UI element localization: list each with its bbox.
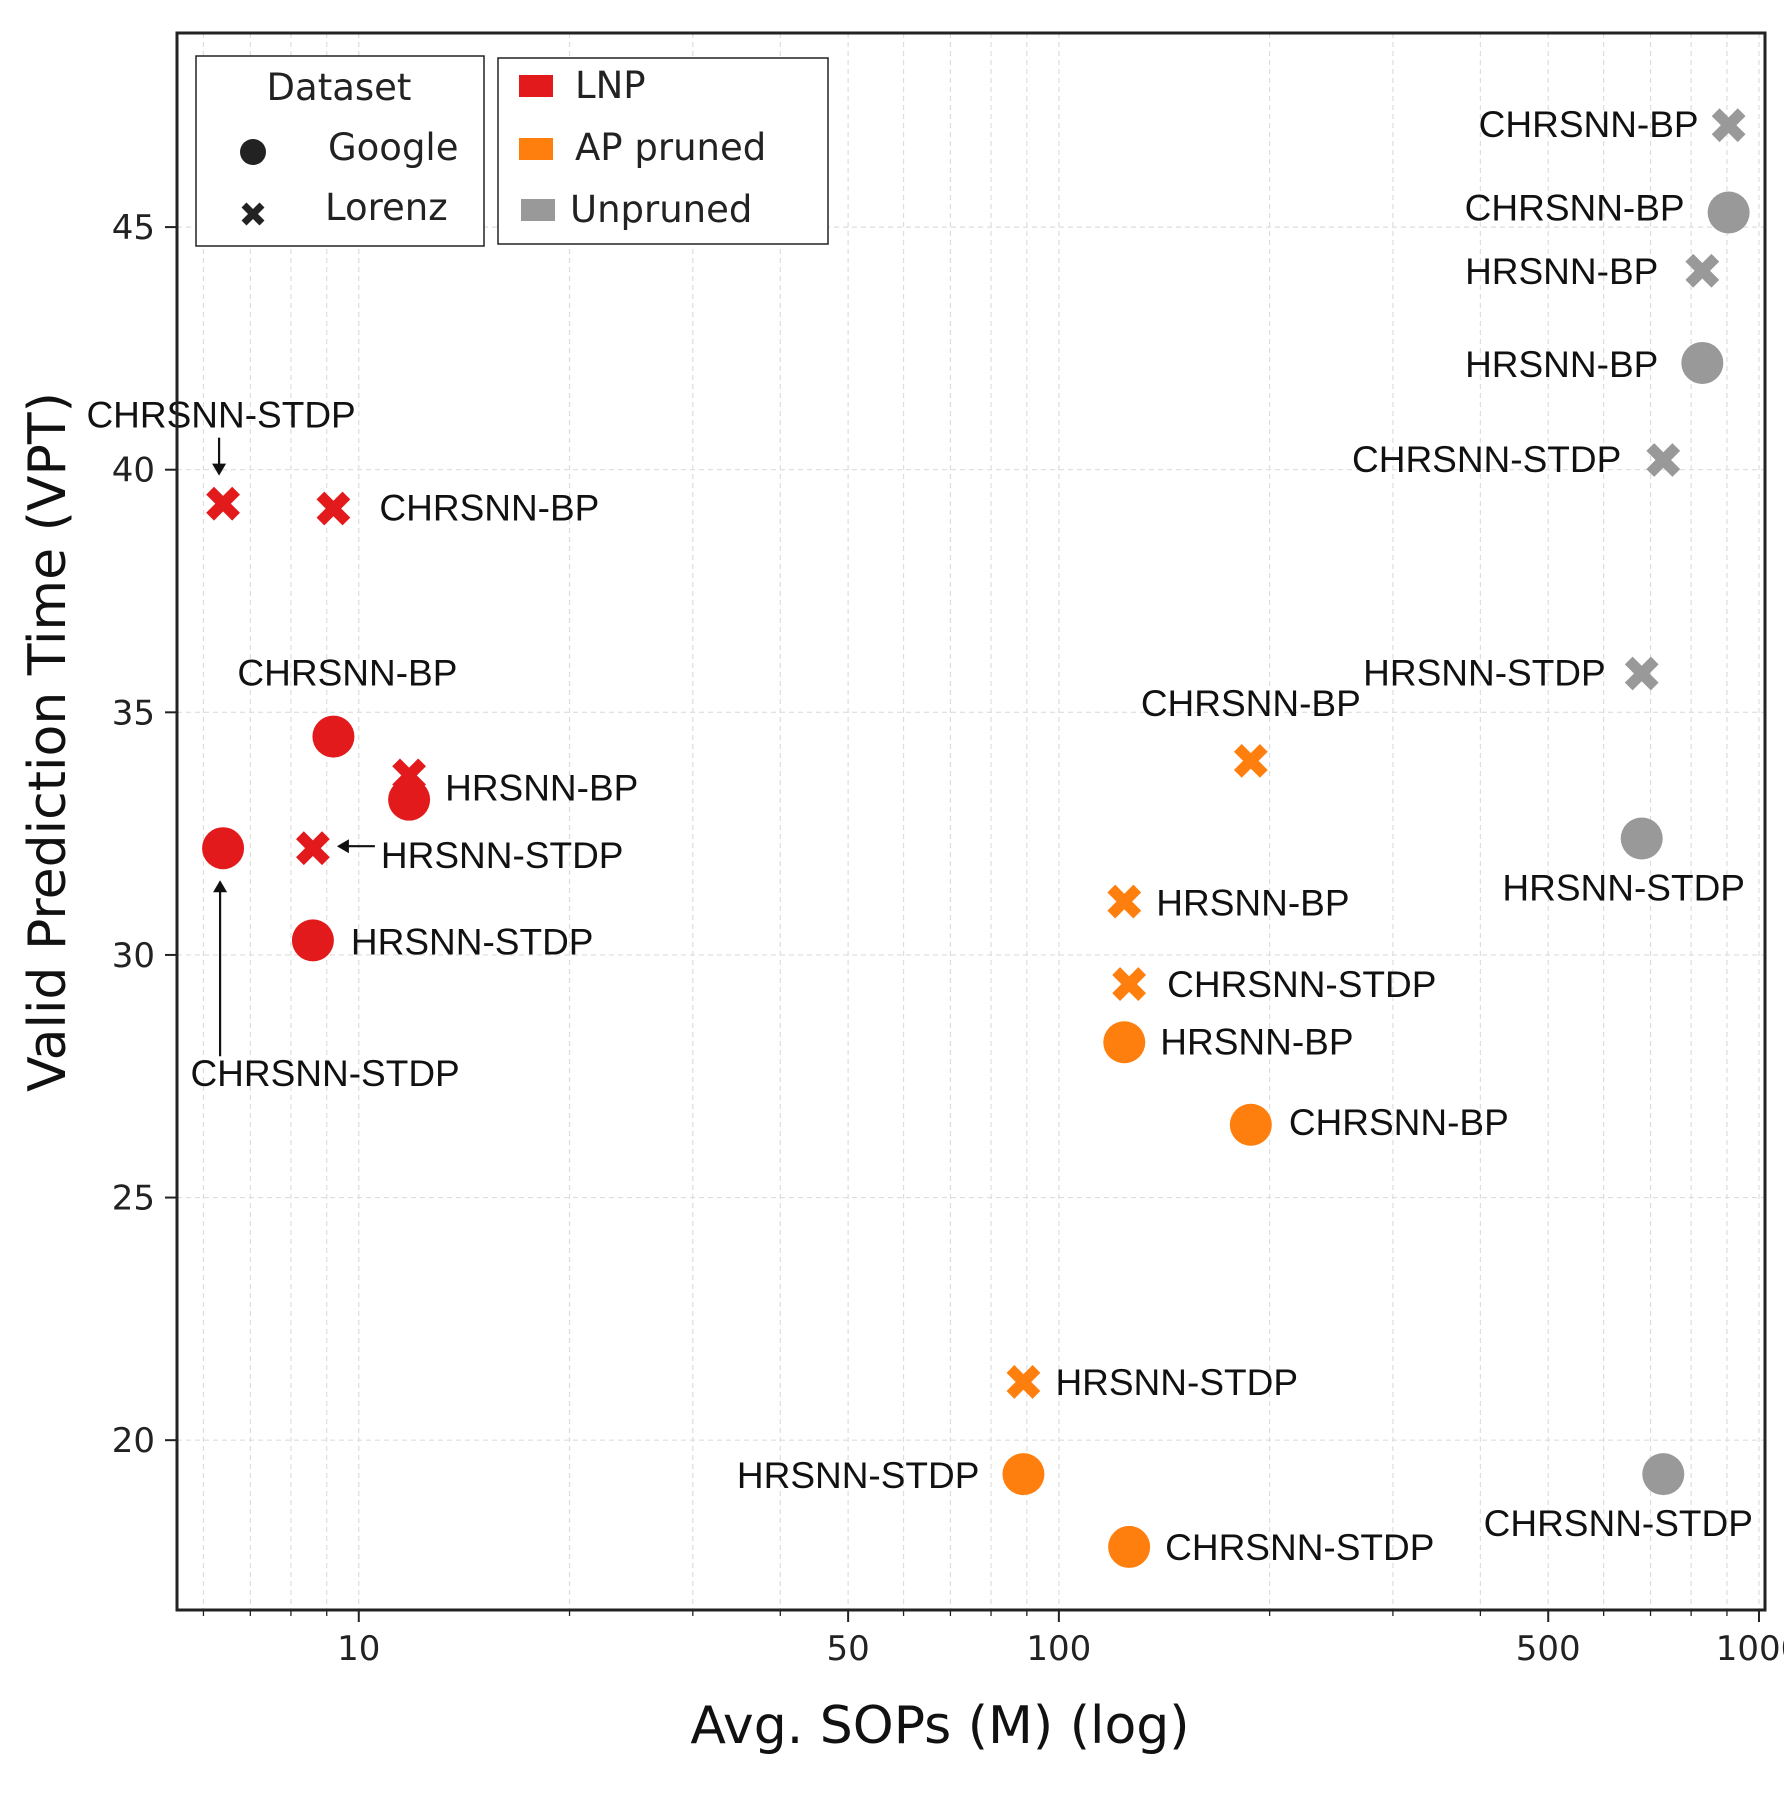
lnp-google-point [202, 827, 245, 870]
ap-pruned-google-point [1103, 1021, 1146, 1064]
x-tick-label: 10 [337, 1629, 380, 1669]
y-tick-label: 45 [112, 208, 155, 248]
ap-pruned-lorenz-point [1107, 884, 1142, 919]
point-label: CHRSNN-BP [379, 488, 599, 529]
lnp-google-point [312, 715, 355, 758]
x-tick-label: 50 [826, 1629, 869, 1669]
ap-pruned-lorenz-point [1006, 1365, 1041, 1399]
legend-dataset: Dataset Google Lorenz [195, 55, 485, 247]
unpruned-lorenz-point [1685, 253, 1720, 288]
legend-circle-marker [240, 139, 266, 165]
unpruned-lorenz-point [1624, 656, 1659, 691]
point-label: HRSNN-STDP [1055, 1362, 1298, 1403]
legend-unpruned-swatch [521, 199, 555, 221]
annotation-arrowhead [212, 463, 227, 476]
lnp-lorenz-point [206, 486, 240, 521]
point-label: CHRSNN-STDP [1484, 1503, 1753, 1544]
point-label: HRSNN-STDP [351, 921, 594, 962]
unpruned-google-point [1620, 817, 1663, 860]
lnp-lorenz-point [392, 758, 426, 793]
unpruned-google-point [1681, 341, 1724, 384]
point-label: HRSNN-STDP [1502, 867, 1745, 908]
legend-dataset-title: Dataset [267, 66, 412, 109]
ap-pruned-google-point [1002, 1453, 1045, 1496]
point-label: CHRSNN-BP [237, 653, 457, 694]
x-tick-label: 100 [1026, 1629, 1091, 1669]
plot-frame [175, 31, 1767, 1612]
point-label: CHRSNN-STDP [1165, 1527, 1434, 1568]
lnp-lorenz-point [316, 491, 351, 526]
y-tick-label: 25 [112, 1179, 155, 1219]
y-tick-label: 40 [112, 451, 155, 491]
legend-method: LNP AP pruned Unpruned [497, 57, 829, 245]
ap-pruned-google-point [1229, 1103, 1272, 1146]
legend-lnp-label: LNP [575, 64, 646, 107]
point-label: CHRSNN-STDP [190, 1053, 459, 1094]
x-tick-label: 500 [1516, 1629, 1581, 1669]
legend-ap-pruned-swatch [519, 138, 553, 160]
point-label: HRSNN-BP [1465, 251, 1658, 292]
lnp-google-point [291, 919, 334, 962]
legend-unpruned-label: Unpruned [570, 188, 752, 231]
point-label: CHRSNN-BP [1465, 188, 1685, 229]
point-label: HRSNN-BP [1156, 883, 1349, 924]
ap-pruned-lorenz-point [1233, 743, 1268, 778]
legend-google-label: Google [328, 126, 458, 169]
grid-lines [177, 33, 1765, 1610]
point-label: CHRSNN-STDP [1167, 964, 1436, 1005]
unpruned-google-point [1642, 1453, 1685, 1496]
point-label: HRSNN-STDP [737, 1455, 980, 1496]
unpruned-google-point [1707, 191, 1750, 234]
legend-x-marker [241, 202, 265, 226]
ap-pruned-lorenz-point [1112, 967, 1147, 1001]
x-tick-label: 1000 [1716, 1629, 1784, 1669]
y-tick-label: 20 [112, 1421, 155, 1461]
legend-lnp-swatch [519, 75, 553, 97]
unpruned-lorenz-point [1711, 108, 1746, 143]
point-label: CHRSNN-BP [1479, 104, 1699, 145]
legend-ap-pruned-label: AP pruned [575, 126, 766, 169]
point-label: HRSNN-BP [1465, 344, 1658, 385]
point-label: HRSNN-BP [445, 767, 638, 808]
annotation-arrowhead [213, 880, 228, 893]
data-points [202, 108, 1750, 1568]
point-label: HRSNN-STDP [1363, 653, 1606, 694]
axes: 10 50 100 500 1000 20 25 30 35 40 45 [112, 208, 1784, 1669]
ap-pruned-google-point [1108, 1525, 1151, 1568]
point-label: CHRSNN-BP [1289, 1102, 1509, 1143]
y-axis-title: Valid Prediction Time (VPT) [18, 392, 78, 1092]
point-label: CHRSNN-STDP [86, 395, 355, 436]
legend-lorenz-label: Lorenz [325, 186, 448, 229]
point-label: HRSNN-BP [1160, 1021, 1353, 1062]
annotations: CHRSNN-STDP CHRSNN-BP CHRSNN-BP HRSNN-BP HRS… [86, 104, 1752, 1568]
x-axis-title: Avg. SOPs (M) (log) [690, 1696, 1189, 1756]
unpruned-lorenz-point [1646, 443, 1681, 477]
y-tick-label: 35 [112, 693, 155, 733]
point-label: HRSNN-STDP [381, 835, 624, 876]
point-label: CHRSNN-BP [1141, 683, 1361, 724]
annotation-arrowhead [336, 839, 349, 854]
y-tick-label: 30 [112, 936, 155, 976]
point-label: CHRSNN-STDP [1352, 439, 1621, 480]
lnp-lorenz-point [296, 831, 330, 866]
